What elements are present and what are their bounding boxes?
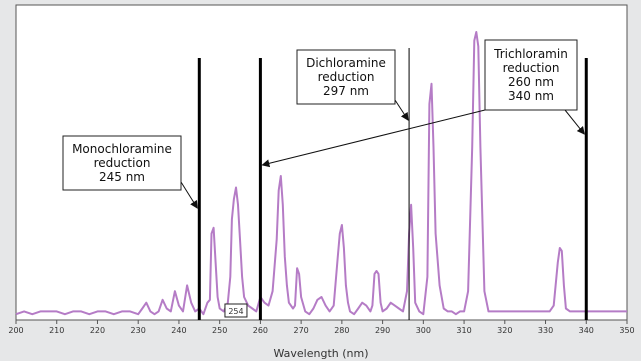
annotation-arrow [564,109,585,135]
wavelength-marker: 254 [224,303,248,318]
x-tick-label: 310 [456,326,471,335]
annotation-text: Dichloramine [306,56,386,70]
x-tick-label: 320 [497,326,512,335]
annotation-text: reduction [94,156,151,170]
annotation-text: 340 nm [508,89,554,103]
x-tick-label: 210 [49,326,64,335]
annotation-arrow [180,181,198,209]
annotation-arrow [261,109,486,168]
x-tick-label: 280 [334,326,349,335]
x-tick-label: 270 [293,326,308,335]
x-axis: 200 210 220 230 240 250 260 270 280 290 300 310 320 3… [8,320,635,335]
annotation-text: 297 nm [323,84,369,98]
annotation-text: reduction [318,70,375,84]
x-tick-label: 220 [90,326,105,335]
annotation-arrow [394,99,409,121]
x-axis-label: Wavelength (nm) [273,347,368,360]
x-tick-label: 330 [538,326,553,335]
annotation-arrows [180,99,585,209]
annotation-box [62,135,182,191]
marker-box [224,303,248,318]
marker-label: 254 [228,307,243,316]
spectrum-line [15,31,627,316]
x-tick-label: 350 [619,326,634,335]
annotation-text: Monochloramine [72,142,172,156]
series-layer [15,31,627,316]
reference-lines [197,48,588,320]
annotation-box [484,39,578,111]
x-tick-label: 290 [375,326,390,335]
x-tick-label: 260 [253,326,268,335]
x-tick-label: 300 [416,326,431,335]
x-tick-label: 200 [8,326,23,335]
annotation-text: Trichloramin [493,47,568,61]
x-tick-label: 230 [131,326,146,335]
x-tick-label: 250 [212,326,227,335]
annotation-box [296,49,396,105]
annotation-text: 260 nm [508,75,554,89]
x-tick-label: 340 [579,326,594,335]
annotation-text: 245 nm [99,170,145,184]
annotation-text: reduction [503,61,560,75]
x-tick-label: 240 [171,326,186,335]
